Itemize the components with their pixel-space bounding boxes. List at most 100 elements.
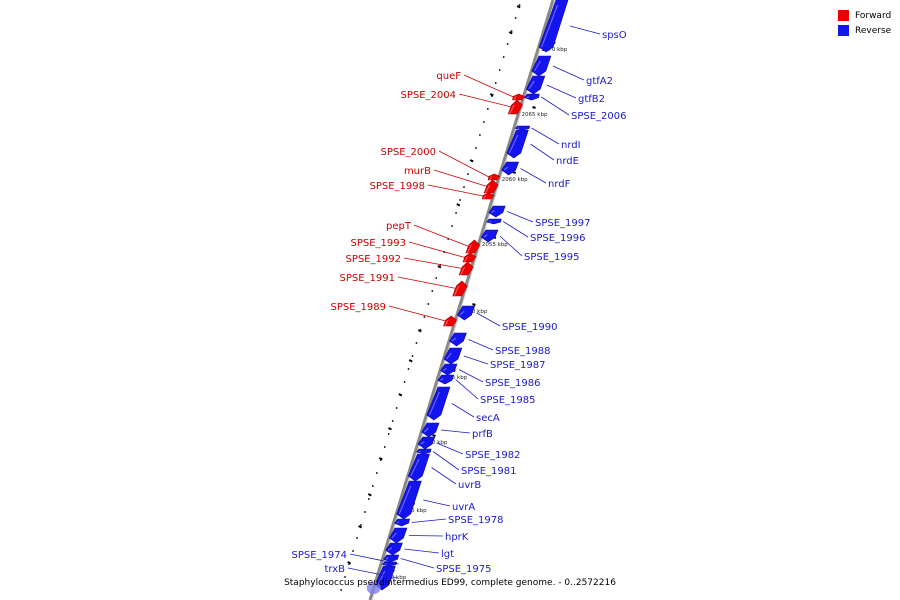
- scale-tick-label: 2035 kbp: [401, 508, 427, 514]
- feature-layer: [366, 0, 569, 594]
- ruler-dot: [376, 472, 378, 474]
- gene-highlight: [517, 127, 520, 129]
- gene-highlight: [541, 4, 559, 48]
- scale-tick-label: 2045 kbp: [441, 375, 467, 381]
- ruler-tick: [469, 159, 474, 163]
- gene-feature-spse_2004: [507, 99, 523, 115]
- gene-label-uvrb: uvrB: [458, 480, 481, 491]
- leader-line-spse_1986: [458, 369, 484, 383]
- gene-feature-spse_1987: [443, 347, 463, 365]
- ruler-dot: [344, 576, 346, 578]
- gene-feature-spse_1988: [449, 332, 467, 347]
- ruler-tick: [408, 359, 413, 363]
- gene-label-pept: pepT: [386, 221, 412, 232]
- gene-feature-spse_1985: [437, 374, 455, 385]
- gene-highlight: [446, 352, 452, 360]
- gene-feature-spse_1986: [440, 363, 458, 376]
- gene-feature-spse_1989: [443, 315, 458, 327]
- leader-line-spse_1988: [468, 339, 494, 351]
- legend-item-reverse: Reverse: [838, 23, 891, 38]
- scale-tick-mark: [532, 106, 536, 109]
- ruler-dot: [340, 589, 342, 591]
- ruler-tick: [347, 561, 352, 565]
- gene-highlight: [489, 176, 492, 181]
- gene-label-spso: spsO: [602, 30, 627, 41]
- gene-label-spse_1985: SPSE_1985: [480, 395, 536, 406]
- gene-highlight: [466, 244, 472, 254]
- gene-highlight: [385, 557, 389, 560]
- gene-label-nrdi: nrdI: [561, 140, 581, 151]
- ruler-dot: [360, 524, 362, 526]
- leader-line-uvra: [423, 499, 451, 507]
- gene-highlight: [440, 378, 444, 381]
- legend-forward-label: Forward: [855, 10, 892, 21]
- gene-feature-hprk: [388, 527, 408, 544]
- gene-highlight: [423, 427, 429, 433]
- ruler-dot: [451, 225, 453, 227]
- leader-line-spse_2006: [541, 96, 570, 116]
- gene-label-spse_1992: SPSE_1992: [346, 254, 402, 265]
- forward-swatch: [838, 10, 849, 21]
- ruler-tick: [398, 393, 403, 397]
- leader-line-spse_1981: [432, 451, 460, 471]
- gene-feature-spse_1981: [416, 448, 432, 455]
- gene-label-quef: queF: [436, 71, 461, 82]
- scale-tick-label: 2050 kbp: [461, 309, 487, 315]
- gene-highlight: [508, 134, 519, 154]
- gene-feature-nrdi: [514, 125, 530, 131]
- gene-feature-spse_1997: [488, 205, 506, 218]
- leader-line-spse_1995: [499, 235, 523, 257]
- gene-label-spse_1981: SPSE_1981: [461, 466, 517, 477]
- map-caption: Staphylococcus pseudintermedius ED99, co…: [284, 578, 616, 588]
- leader-line-quef: [463, 74, 514, 98]
- ruler-dot: [415, 342, 418, 344]
- ruler-dot: [479, 134, 481, 136]
- ruler-tick: [378, 457, 383, 461]
- scale-tick-label: 2030 kbp: [380, 575, 406, 581]
- scale-tick-label: 2055 kbp: [482, 242, 508, 248]
- gene-label-seca: secA: [476, 413, 500, 424]
- gene-label-lgt: lgt: [441, 549, 454, 560]
- gene-highlight: [526, 95, 530, 99]
- legend-item-forward: Forward: [838, 8, 891, 23]
- ruler-dot: [510, 30, 513, 32]
- gene-label-spse_1987: SPSE_1987: [490, 360, 546, 371]
- ruler-dot: [372, 485, 374, 487]
- leader-line-trxb: [347, 567, 398, 579]
- leader-line-lgt: [404, 548, 440, 554]
- leader-line-spse_1993: [408, 241, 465, 258]
- gene-label-spse_1995: SPSE_1995: [524, 252, 580, 263]
- gene-highlight: [384, 563, 387, 565]
- gene-feature-gtfa2: [531, 55, 552, 77]
- ruler-dot: [403, 381, 406, 383]
- gene-label-spse_2006: SPSE_2006: [571, 111, 627, 122]
- leader-line-spse_2000: [438, 150, 490, 178]
- gene-label-spse_1982: SPSE_1982: [465, 450, 521, 461]
- gene-highlight: [410, 458, 420, 477]
- tick-layer: 2030 kbp 2035 kbp 2040 kbp 2045 kbp 2050 kbp…: [340, 4, 568, 591]
- gene-label-spse_1974: SPSE_1974: [292, 550, 348, 561]
- gene-feature-nrde: [506, 129, 529, 159]
- gene-highlight: [464, 256, 468, 263]
- leader-line-spse_1987: [463, 355, 489, 365]
- gene-highlight: [459, 310, 465, 316]
- gene-feature-spse_1975: [383, 554, 400, 563]
- ruler-dot: [411, 355, 414, 357]
- ruler-dot: [475, 147, 477, 149]
- gene-highlight: [460, 266, 466, 276]
- ruler-tick: [508, 31, 513, 35]
- leader-line-pept: [413, 224, 469, 247]
- gene-feature-spse_1992: [458, 261, 474, 276]
- ruler-dot: [368, 498, 370, 500]
- feature-end-marker: [366, 582, 381, 594]
- leader-line-spse_1998: [427, 184, 484, 197]
- leader-line-spse_1996: [502, 221, 529, 238]
- gene-highlight: [428, 391, 441, 416]
- ruler-tick: [388, 427, 392, 431]
- gene-highlight: [533, 60, 541, 72]
- gene-label-spse_1988: SPSE_1988: [495, 346, 551, 357]
- gene-highlight: [513, 96, 517, 101]
- gene-label-spse_1993: SPSE_1993: [351, 238, 407, 249]
- leader-line-spse_1990: [476, 312, 501, 327]
- gene-label-prfb: prfB: [472, 429, 493, 440]
